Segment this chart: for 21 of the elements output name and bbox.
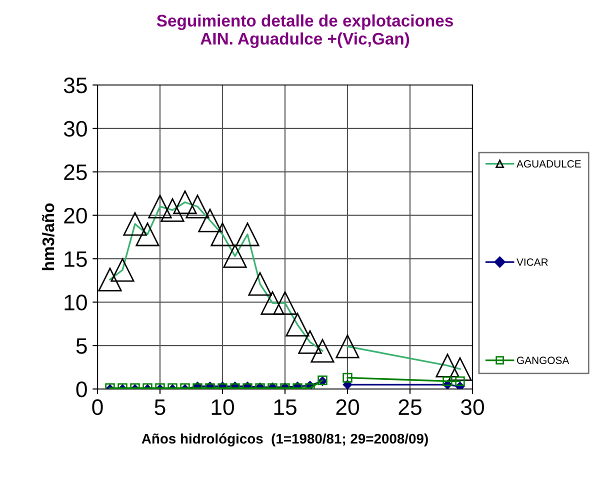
x-tick-label: 25	[398, 399, 422, 416]
x-tick-label: 30	[460, 399, 484, 416]
x-tick-label: 10	[212, 399, 234, 416]
y-axis-title: hm3/año	[42, 203, 54, 270]
legend-label: VICAR	[516, 258, 548, 266]
y-tick-label: 20	[64, 208, 87, 224]
x-tick-label: 20	[336, 399, 359, 416]
legend-label: GANGOSA	[517, 356, 570, 364]
x-axis-title: Años hidrológicos (1=1980/81; 29=2008/09)	[142, 433, 428, 446]
y-tick-label: 5	[76, 338, 87, 354]
y-tick-label: 25	[64, 164, 87, 180]
x-tick-label: 15	[274, 400, 296, 416]
chart-title: Seguimiento detalle de explotaciones AIN. Aguadulce +(Vic,Gan)	[156, 14, 453, 48]
legend-label: AGUADULCE	[516, 160, 581, 168]
x-tick-label: 0	[92, 399, 103, 416]
y-tick-label: 30	[64, 120, 87, 137]
y-tick-label: 35	[64, 78, 87, 94]
y-tick-label: 10	[64, 294, 87, 310]
y-tick-label: 0	[76, 382, 87, 398]
y-tick-label: 15	[64, 251, 87, 267]
x-tick-label: 5	[154, 400, 166, 416]
